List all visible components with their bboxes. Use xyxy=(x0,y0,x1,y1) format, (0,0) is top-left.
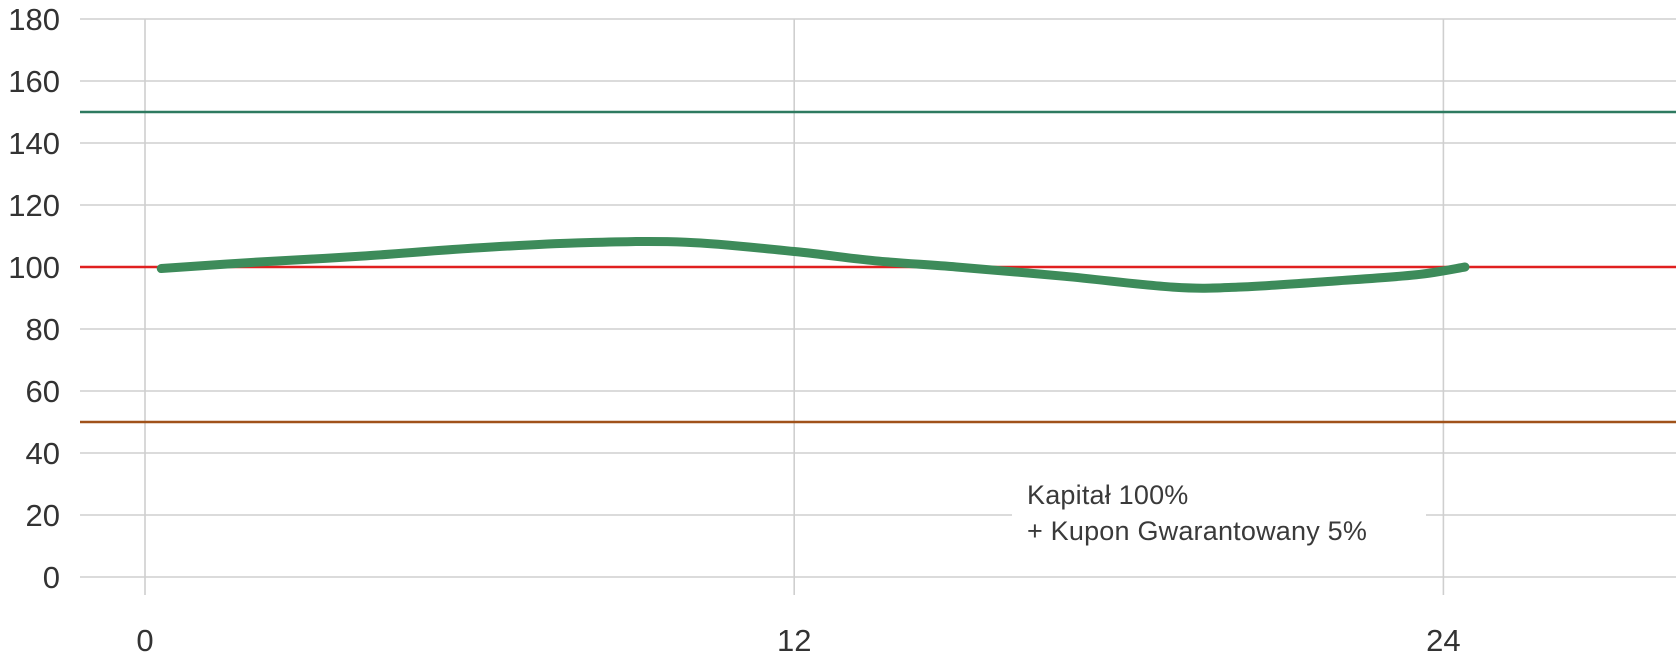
y-tick-label-8: 160 xyxy=(8,64,60,99)
annotation-background xyxy=(1012,477,1426,553)
x-axis-ticks: 0 12 24 xyxy=(136,623,1460,658)
y-tick-label-4: 80 xyxy=(26,312,60,347)
y-tick-label-2: 40 xyxy=(26,436,60,471)
grid xyxy=(80,18,1676,595)
y-axis-ticks: 0 20 40 60 80 100 120 140 160 180 xyxy=(8,2,60,595)
y-tick-label-3: 60 xyxy=(26,374,60,409)
x-tick-label-2: 24 xyxy=(1426,623,1460,658)
annotation-line-coupon: + Kupon Gwarantowany 5% xyxy=(1027,516,1368,546)
series-layer xyxy=(156,236,1470,293)
x-tick-label-0: 0 xyxy=(136,623,153,658)
series-line-0 xyxy=(156,236,1470,293)
x-tick-label-1: 12 xyxy=(777,623,811,658)
y-tick-label-9: 180 xyxy=(8,2,60,37)
y-tick-label-0: 0 xyxy=(43,560,60,595)
reference-lines xyxy=(80,110,1676,424)
y-tick-label-6: 120 xyxy=(8,188,60,223)
y-tick-label-5: 100 xyxy=(8,250,60,285)
y-tick-label-1: 20 xyxy=(26,498,60,533)
y-tick-label-7: 140 xyxy=(8,126,60,161)
annotation-line-capital: Kapitał 100% xyxy=(1027,480,1189,510)
